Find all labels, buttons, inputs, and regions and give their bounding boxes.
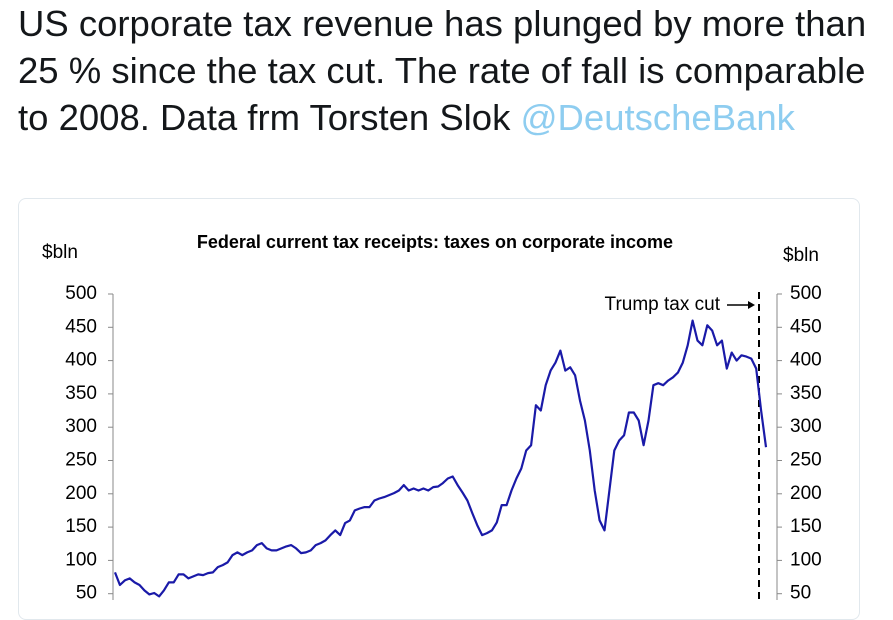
y-tick-label: 450 bbox=[65, 316, 97, 337]
y-tick-label: 300 bbox=[65, 416, 97, 437]
y-tick-label: 500 bbox=[65, 283, 97, 304]
annotation: Trump tax cut bbox=[605, 294, 721, 315]
mention[interactable]: @DeutscheBank bbox=[520, 97, 795, 138]
chart-title: Federal current tax receipts: taxes on c… bbox=[197, 232, 673, 252]
y-tick-label: 50 bbox=[76, 583, 97, 600]
y2-tick-label: 150 bbox=[790, 516, 822, 537]
annotation-arrowhead bbox=[748, 301, 755, 309]
y-tick-label: 100 bbox=[65, 549, 97, 570]
page: US corporate tax revenue has plunged by … bbox=[18, 0, 868, 620]
tweet-body: US corporate tax revenue has plunged by … bbox=[18, 3, 867, 138]
chart: Federal current tax receipts: taxes on c… bbox=[42, 232, 822, 600]
data-line bbox=[113, 319, 768, 598]
y-tick-label: 200 bbox=[65, 483, 97, 504]
y2-tick-label: 100 bbox=[790, 549, 822, 570]
tweet-text: US corporate tax revenue has plunged by … bbox=[18, 0, 868, 141]
y2-tick-label: 300 bbox=[790, 416, 822, 437]
y2-axis-label: $bln bbox=[783, 245, 819, 266]
y2-tick-label: 450 bbox=[790, 316, 822, 337]
y2-tick-label: 500 bbox=[790, 283, 822, 304]
y2-tick-label: 400 bbox=[790, 350, 822, 371]
y-tick-label: 350 bbox=[65, 383, 97, 404]
y2-tick-label: 200 bbox=[790, 483, 822, 504]
y-tick-label: 250 bbox=[65, 450, 97, 471]
y-tick-label: 150 bbox=[65, 516, 97, 537]
y-tick-label: 400 bbox=[65, 350, 97, 371]
y-axis-label: $bln bbox=[42, 242, 78, 263]
y2-tick-label: 350 bbox=[790, 383, 822, 404]
y2-tick-label: 250 bbox=[790, 450, 822, 471]
y2-tick-label: 50 bbox=[790, 583, 811, 600]
